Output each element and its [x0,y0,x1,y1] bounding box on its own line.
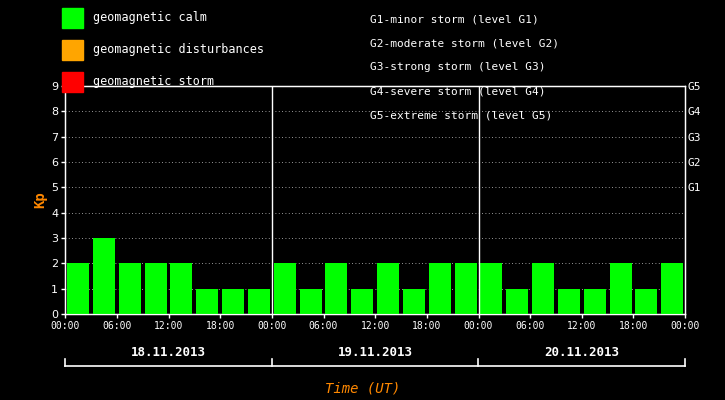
Bar [403,289,425,314]
Text: 20.11.2013: 20.11.2013 [544,346,619,358]
Bar [352,289,373,314]
Bar [248,289,270,314]
Y-axis label: Kp: Kp [33,192,47,208]
Bar [326,263,347,314]
Bar [93,238,115,314]
Text: geomagnetic storm: geomagnetic storm [93,76,214,88]
Bar [119,263,141,314]
Bar [377,263,399,314]
Text: 18.11.2013: 18.11.2013 [131,346,206,358]
Text: geomagnetic calm: geomagnetic calm [93,12,207,24]
Text: G5-extreme storm (level G5): G5-extreme storm (level G5) [370,110,552,120]
Bar [299,289,322,314]
Text: G2-moderate storm (level G2): G2-moderate storm (level G2) [370,38,559,48]
Text: geomagnetic disturbances: geomagnetic disturbances [93,44,264,56]
Text: G1-minor storm (level G1): G1-minor storm (level G1) [370,14,539,24]
Bar [196,289,218,314]
Bar [558,289,580,314]
Text: 19.11.2013: 19.11.2013 [338,346,413,358]
Bar [455,263,476,314]
Bar [506,289,529,314]
Bar [610,263,631,314]
Bar [145,263,167,314]
Text: G4-severe storm (level G4): G4-severe storm (level G4) [370,86,545,96]
Bar [67,263,89,314]
Text: G3-strong storm (level G3): G3-strong storm (level G3) [370,62,545,72]
Bar [584,289,605,314]
Bar [481,263,502,314]
Bar [635,289,658,314]
Text: Time (UT): Time (UT) [325,382,400,396]
Bar [532,263,554,314]
Bar [222,289,244,314]
Bar [661,263,683,314]
Bar [274,263,296,314]
Bar [428,263,451,314]
Bar [170,263,192,314]
